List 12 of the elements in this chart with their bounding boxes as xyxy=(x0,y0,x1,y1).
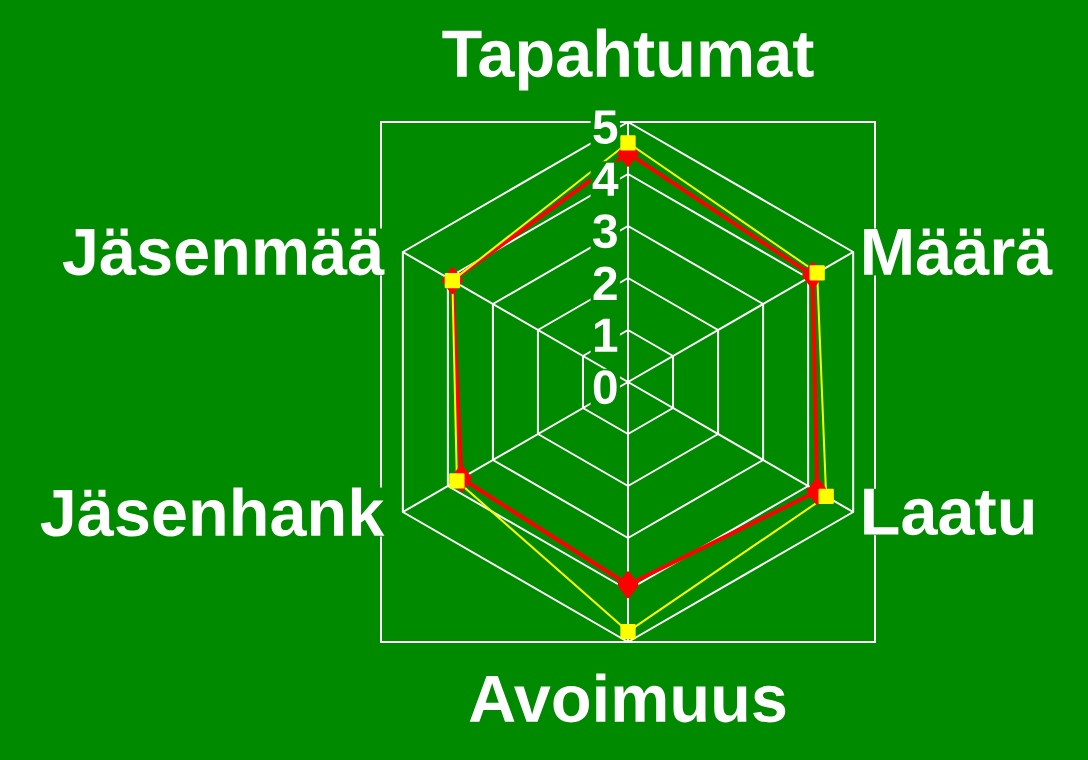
y-tick-label: 1 xyxy=(594,318,618,352)
spoke-label: Määrä xyxy=(864,228,1053,276)
y-tick-label: 0 xyxy=(593,370,617,405)
spoke-label: Laatu xyxy=(864,488,1034,536)
spoke-label: Tapahtumat xyxy=(442,28,814,91)
spoke-label: Avoimuus xyxy=(469,673,786,723)
y-tick-label: 4 xyxy=(592,162,619,196)
y-tick-label: 5 xyxy=(593,110,618,144)
spoke-label: Jäsenhank xyxy=(40,487,385,537)
y-tick-label: 2 xyxy=(593,266,617,300)
y-tick-label: 3 xyxy=(593,214,617,249)
spoke-label: Jäsenmää xyxy=(62,228,385,276)
